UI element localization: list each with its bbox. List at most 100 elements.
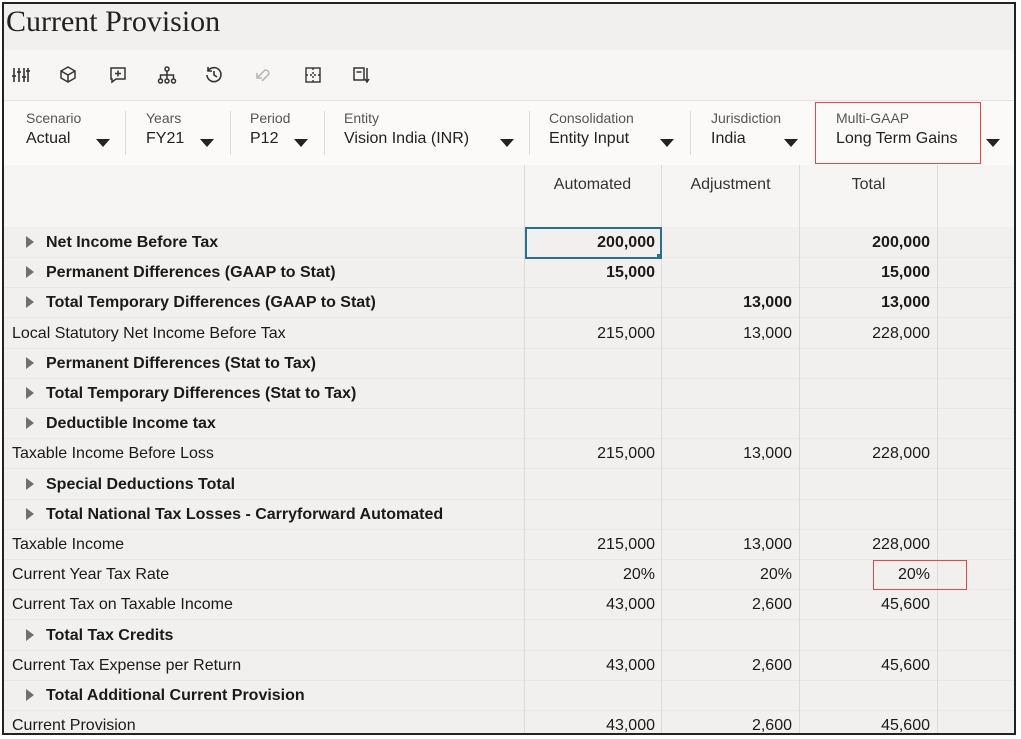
column-header-adjustment[interactable]: Adjustment [662,165,799,227]
add-comment-icon[interactable] [107,64,129,86]
expand-triangle-icon[interactable] [26,387,34,399]
export-icon[interactable] [350,64,372,86]
cell-automated[interactable] [525,681,661,711]
cell-total[interactable]: 228,000 [872,536,930,553]
row-label[interactable]: Net Income Before Tax [4,228,524,258]
cell-automated[interactable] [525,349,661,379]
cell-automated[interactable]: 215,000 [597,324,655,342]
table-row: Taxable Income 215,000 13,000 228,000 [4,530,1014,560]
expand-triangle-icon[interactable] [26,628,34,641]
adjust-sliders-icon[interactable] [10,64,32,86]
cell-automated[interactable]: 215,000 [597,445,655,463]
cell-adjustment[interactable] [662,228,798,258]
cell-total[interactable]: 13,000 [881,294,930,312]
expand-triangle-icon[interactable] [26,356,34,369]
expand-triangle-icon[interactable] [26,507,34,520]
cell-total[interactable] [800,409,936,439]
cell-adjustment[interactable]: 2,600 [751,596,792,614]
cell-adjustment[interactable] [662,500,798,530]
cell-automated[interactable] [525,379,661,409]
cell-automated[interactable]: 20% [622,566,655,584]
cell-total[interactable] [800,621,936,651]
cell-total[interactable]: 45,600 [881,596,930,614]
cell-automated[interactable] [525,288,661,318]
row-label[interactable]: Deductible Income tax [4,409,524,439]
cell-automated[interactable] [525,500,661,530]
row-label[interactable]: Total Additional Current Provision [4,681,524,711]
cell-adjustment[interactable] [662,409,798,439]
cell-total[interactable] [800,349,936,379]
cell-automated[interactable] [525,621,661,651]
cell-total[interactable]: 228,000 [872,445,930,463]
pov-scenario[interactable]: Scenario Actual [26,109,121,159]
pov-entity[interactable]: Entity Vision India (INR) [344,109,524,159]
fill-handle[interactable] [657,254,662,259]
cell-automated[interactable]: 15,000 [606,264,655,282]
cell-automated[interactable]: 215,000 [597,536,655,553]
pov-multi-gaap[interactable]: Multi-GAAP Long Term Gains [836,109,1011,159]
cell-adjustment[interactable] [662,681,798,711]
pov-years[interactable]: Years FY21 [146,109,226,159]
history-icon[interactable] [203,64,225,86]
cell-adjustment[interactable]: 20% [759,566,792,584]
cell-adjustment[interactable] [662,379,798,409]
cell-adjustment[interactable]: 13,000 [743,445,792,463]
row-label[interactable]: Total Temporary Differences (GAAP to Sta… [4,288,524,318]
cell-total[interactable]: 200,000 [872,234,930,251]
pov-jurisdiction[interactable]: Jurisdiction India [711,109,811,159]
cell-total[interactable] [800,379,936,409]
expand-triangle-icon[interactable] [26,236,34,248]
cell-adjustment[interactable] [662,621,798,651]
cell-total[interactable] [800,470,936,500]
chevron-down-icon[interactable] [660,139,674,147]
cell-adjustment[interactable] [662,349,798,379]
cell-adjustment[interactable] [662,470,798,500]
chevron-down-icon[interactable] [294,139,308,147]
grid-view-icon[interactable] [302,64,324,86]
chevron-down-icon[interactable] [96,139,110,147]
cell-adjustment[interactable]: 13,000 [743,294,792,312]
row-label[interactable]: Total Tax Credits [4,621,524,651]
expand-triangle-icon[interactable] [26,417,34,430]
cell-automated[interactable] [525,470,661,500]
row-label[interactable]: Total Temporary Differences (Stat to Tax… [4,379,524,409]
cell-automated[interactable]: 43,000 [606,656,655,674]
cell-total[interactable]: 15,000 [881,264,930,282]
row-label[interactable]: Special Deductions Total [4,470,524,500]
chevron-down-icon[interactable] [200,139,214,147]
cell-total[interactable]: 45,600 [881,656,930,674]
expand-triangle-icon[interactable] [26,296,34,309]
row-label[interactable]: Total National Tax Losses - Carryforward… [4,500,524,530]
cell-automated[interactable] [525,409,661,439]
cell-adjustment[interactable]: 13,000 [743,536,792,553]
expand-triangle-icon[interactable] [26,689,34,701]
cube-icon[interactable] [57,64,79,86]
cell-automated[interactable]: 43,000 [606,717,655,735]
selected-cell[interactable] [525,227,662,259]
cell-adjustment[interactable]: 13,000 [743,324,792,342]
row-label[interactable]: Permanent Differences (Stat to Tax) [4,349,524,379]
cell-total[interactable] [800,681,936,711]
column-header-total[interactable]: Total [800,165,937,227]
cell-adjustment[interactable]: 2,600 [751,656,792,674]
row-label-text: Permanent Differences (GAAP to Stat) [46,264,336,282]
cell-adjustment[interactable] [662,258,798,288]
cell-automated[interactable]: 200,000 [597,234,655,251]
cell-total[interactable]: 20% [897,566,930,584]
chevron-down-icon[interactable] [784,139,798,147]
cell-automated[interactable]: 43,000 [606,596,655,614]
column-header-automated[interactable]: Automated [524,165,661,227]
expand-triangle-icon[interactable] [26,477,34,490]
cell-adjustment[interactable]: 2,600 [751,717,792,735]
hierarchy-icon[interactable] [156,64,178,86]
cell-total[interactable]: 228,000 [872,324,930,342]
undo-icon[interactable] [252,64,274,86]
cell-total[interactable]: 45,600 [881,717,930,735]
pov-period[interactable]: Period P12 [250,109,320,159]
chevron-down-icon[interactable] [500,139,514,147]
expand-triangle-icon[interactable] [26,266,34,279]
chevron-down-icon[interactable] [986,139,1000,147]
row-label[interactable]: Permanent Differences (GAAP to Stat) [4,258,524,288]
pov-consolidation[interactable]: Consolidation Entity Input [549,109,689,159]
cell-total[interactable] [800,500,936,530]
